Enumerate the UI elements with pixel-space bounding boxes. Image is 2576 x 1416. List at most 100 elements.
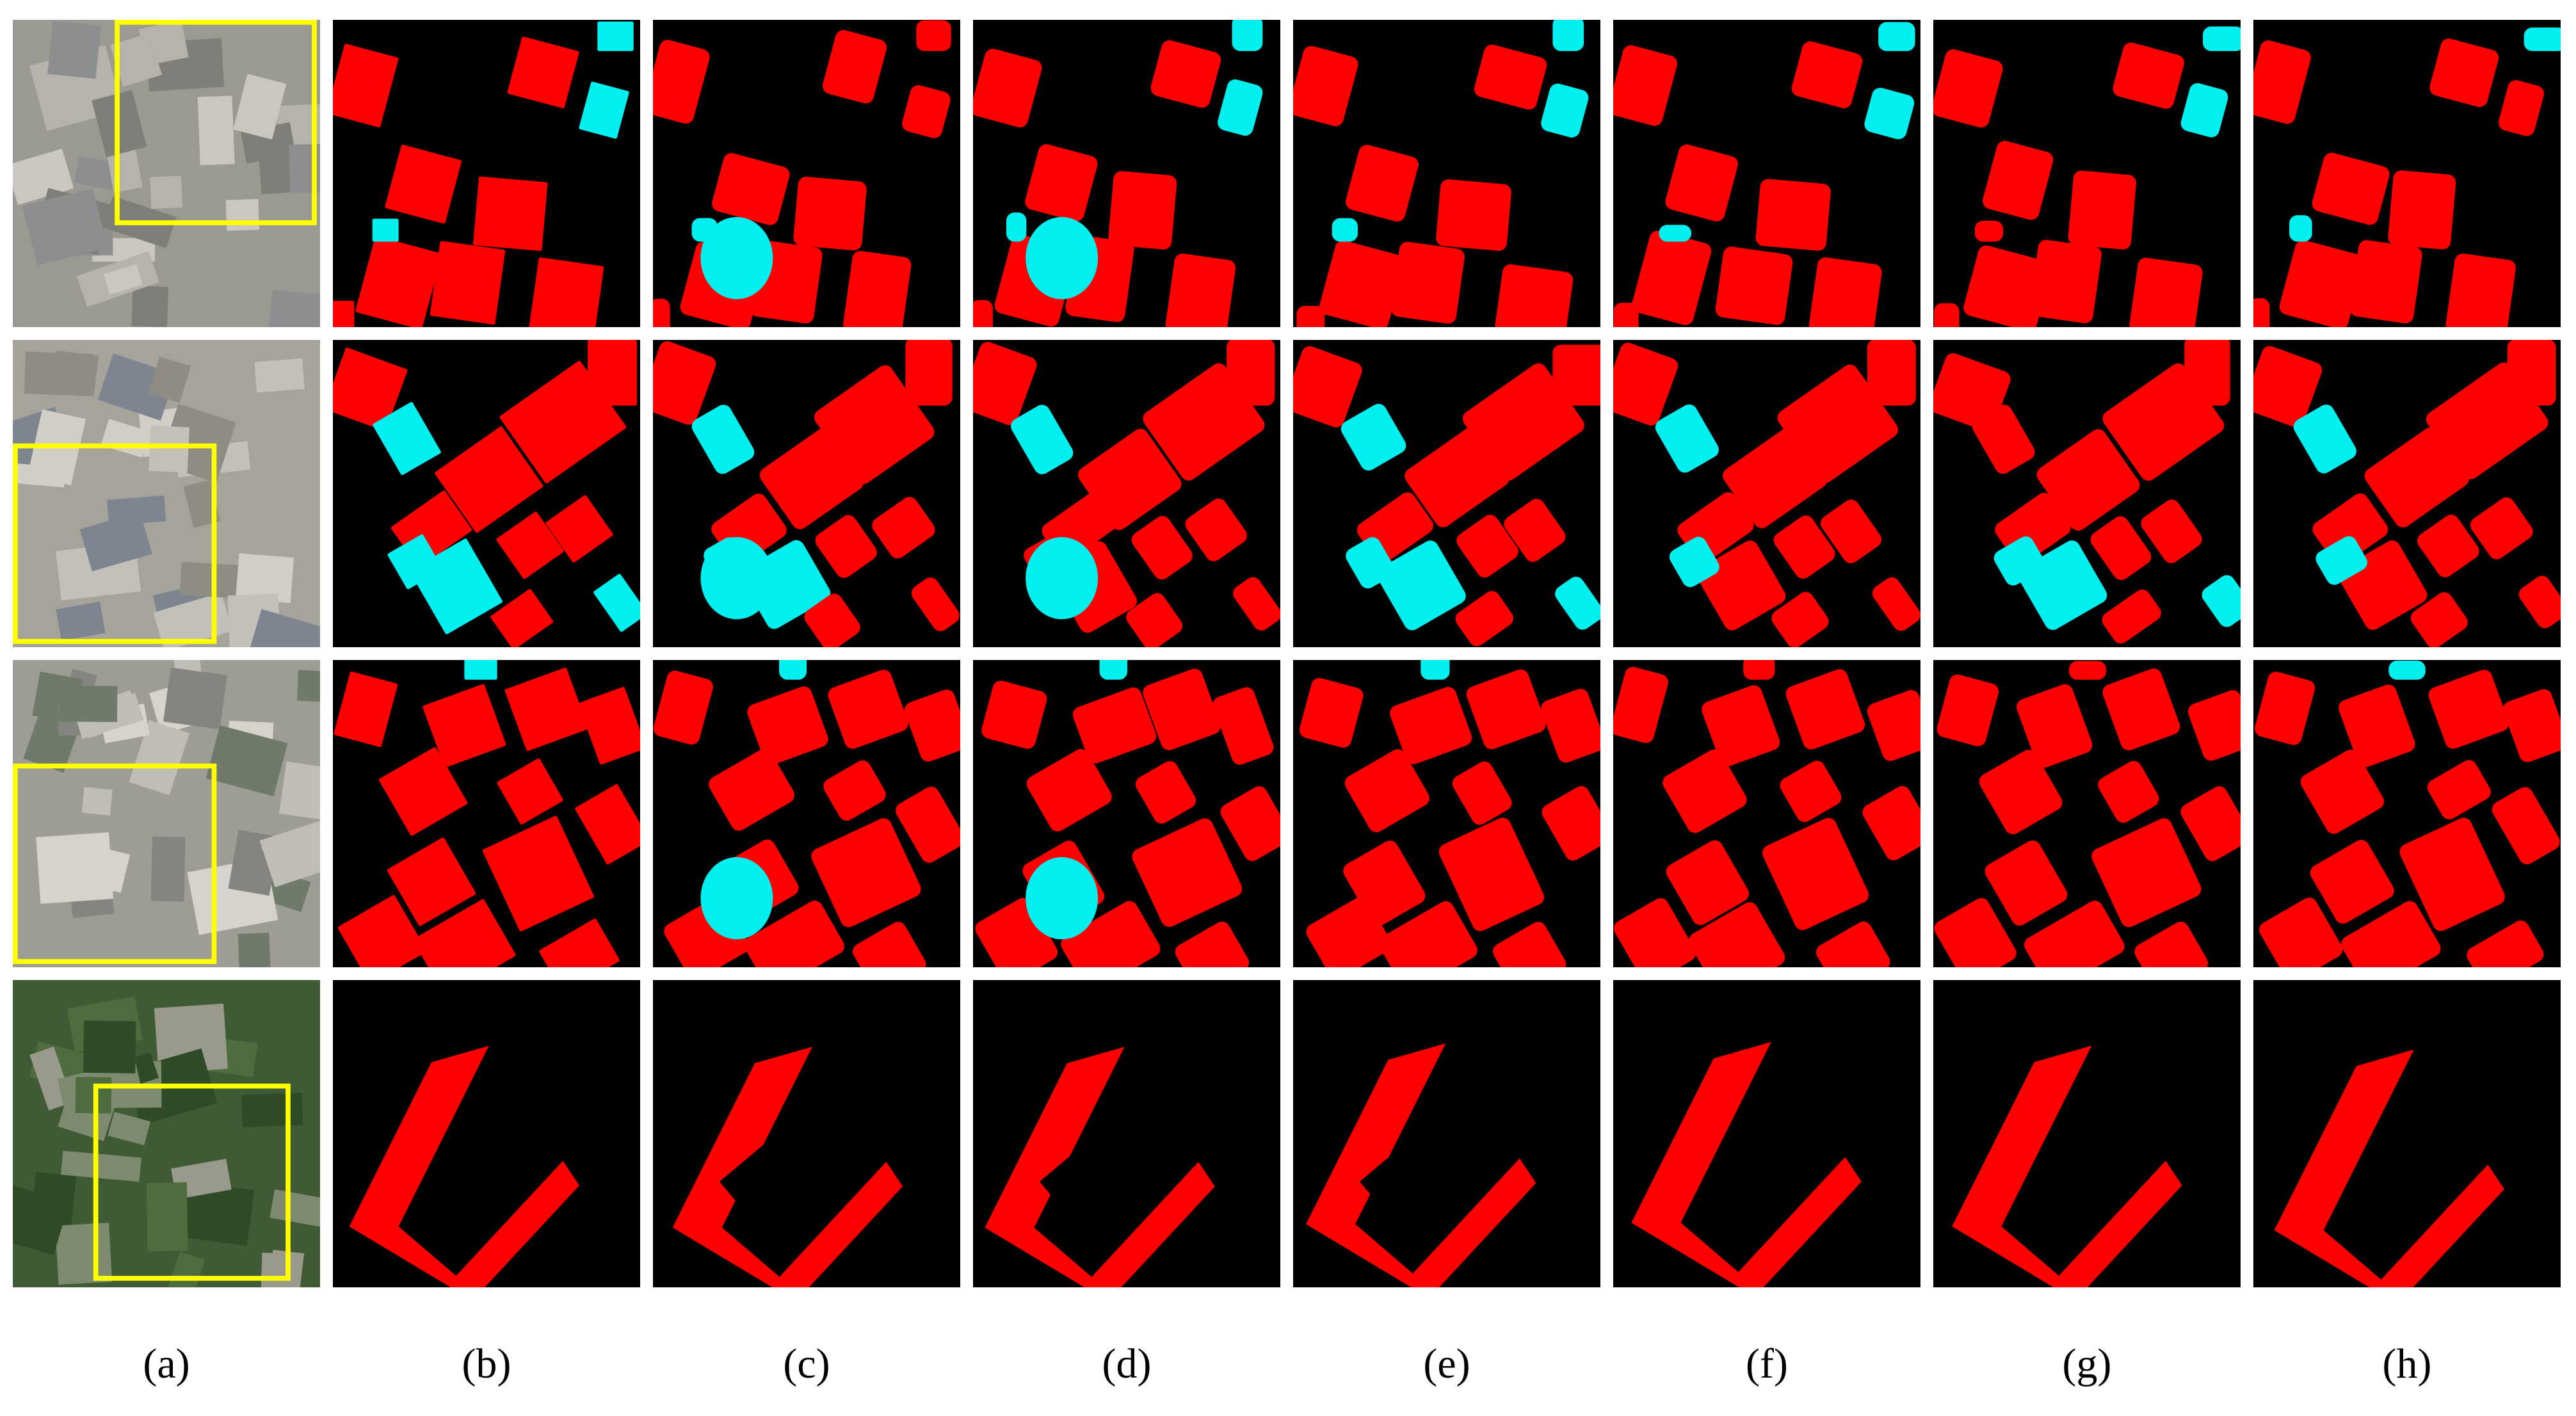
building-mask (2417, 515, 2479, 577)
roof (79, 511, 152, 572)
building-mask (2274, 1049, 2505, 1287)
building-mask (1296, 305, 1325, 327)
building-mask (1456, 515, 1518, 578)
building-mask (1391, 241, 1465, 324)
image-panel (653, 20, 960, 327)
roof (56, 601, 106, 641)
damaged-mask (2293, 405, 2356, 474)
roof (103, 264, 143, 295)
building-mask (872, 497, 935, 559)
damaged-mask (373, 401, 441, 476)
building-mask (1689, 902, 1785, 967)
image-panel (13, 660, 320, 967)
building-mask (1378, 901, 1477, 967)
building-mask (843, 251, 912, 327)
building-mask (747, 686, 828, 765)
building-mask (2502, 689, 2561, 762)
building-mask (1979, 750, 2063, 835)
roof (146, 1182, 188, 1251)
building-mask (1436, 179, 1511, 251)
highlight-box (93, 1083, 291, 1281)
image-panel (653, 660, 960, 967)
building-mask (1983, 141, 2054, 220)
roof (160, 1251, 205, 1287)
image-panel (1293, 980, 1600, 1287)
building-mask (2388, 170, 2456, 250)
roof (266, 289, 320, 327)
damaged-mask (700, 857, 773, 940)
building-mask (2187, 690, 2241, 761)
panel-label: (g) (2063, 1340, 2112, 1387)
building-mask (811, 818, 921, 928)
building-mask (1452, 761, 1512, 825)
damaged-mask (1541, 83, 1589, 138)
building-mask (2339, 684, 2415, 768)
building-mask (1755, 179, 1831, 251)
mask-gap (1039, 1134, 1128, 1219)
building-mask (1808, 257, 1882, 327)
building-mask (497, 758, 563, 825)
panel-label: (b) (462, 1340, 511, 1387)
image-panel (973, 980, 1280, 1287)
roof (55, 1223, 113, 1285)
building-mask (2098, 760, 2159, 823)
building-mask (2279, 240, 2365, 327)
building-mask (2253, 346, 2322, 428)
damaged-mask (1376, 540, 1466, 631)
building-mask (1504, 499, 1566, 562)
damaged-mask (1555, 576, 1600, 630)
building-mask (575, 784, 640, 865)
building-mask (2255, 672, 2315, 745)
image-panel (1293, 660, 1600, 967)
roof (13, 1184, 70, 1255)
roof (278, 761, 320, 825)
building-mask (916, 20, 951, 51)
building-mask (1791, 41, 1863, 108)
roof (259, 820, 320, 887)
building-mask (1542, 786, 1600, 861)
roof (47, 20, 101, 79)
damaged-mask (372, 218, 399, 242)
building-mask (2029, 239, 2102, 323)
building-mask (2310, 840, 2394, 924)
roof (225, 198, 260, 231)
building-mask (1293, 346, 1362, 428)
building-mask (822, 29, 887, 104)
roof (129, 720, 190, 796)
image-panel (973, 340, 1280, 647)
roof (248, 609, 320, 647)
building-mask (2364, 427, 2469, 527)
building-mask (712, 153, 790, 225)
building-mask (504, 667, 588, 752)
damaged-mask (1218, 79, 1263, 136)
building-mask (1306, 1043, 1536, 1287)
building-mask (1936, 674, 1999, 746)
building-mask (1227, 340, 1275, 406)
roof (154, 1003, 228, 1074)
roof (131, 286, 169, 327)
roof (197, 95, 235, 166)
image-panel (2253, 660, 2561, 967)
building-mask (430, 241, 506, 325)
building-mask (759, 428, 864, 529)
building-mask (672, 1047, 903, 1287)
building-mask (653, 298, 670, 327)
panel-label: (f) (1746, 1340, 1788, 1387)
building-mask (2102, 589, 2161, 644)
building-mask (1696, 540, 1786, 631)
damaged-mask (2524, 28, 2561, 51)
building-mask (545, 495, 613, 563)
mask-background (1613, 980, 1920, 1287)
building-mask (1613, 666, 1668, 743)
damaged-mask (1346, 537, 1395, 589)
damaged-mask (700, 537, 773, 620)
building-mask (578, 686, 640, 765)
building-mask (985, 1047, 1215, 1287)
building-mask (1220, 786, 1280, 862)
building-mask (1613, 303, 1639, 327)
building-mask (905, 340, 953, 406)
building-mask (2180, 786, 2241, 862)
image-panel (13, 20, 320, 327)
building-mask (2427, 760, 2491, 819)
building-mask (1702, 685, 1780, 767)
